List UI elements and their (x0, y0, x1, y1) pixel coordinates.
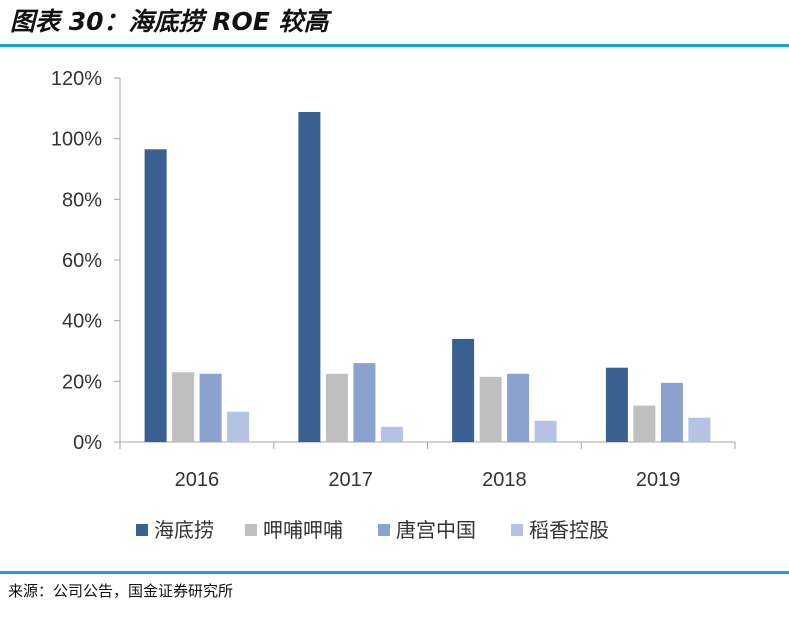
bar-0-1 (172, 372, 195, 442)
legend-swatch (245, 524, 257, 536)
bars (144, 112, 711, 443)
x-tick-label: 2017 (328, 469, 373, 491)
bar-2-0 (452, 338, 475, 442)
bar-3-1 (633, 405, 656, 442)
bar-1-3 (380, 426, 403, 442)
y-tick-label: 20% (62, 371, 102, 393)
y-tick-label: 120% (51, 68, 102, 90)
x-tick-label: 2019 (636, 469, 681, 491)
bar-2-1 (479, 376, 502, 442)
roe-bar-chart: 2016 2017 2018 2019 0%20%40%60%80%100%120% … (51, 68, 736, 542)
y-tick-label: 100% (51, 129, 102, 151)
y-tick-label: 40% (62, 311, 102, 333)
legend-label: 呷哺呷哺 (263, 518, 343, 542)
bar-3-3 (688, 417, 711, 442)
bar-0-0 (144, 149, 167, 443)
x-tick-label: 2018 (482, 469, 527, 491)
legend-swatch (136, 524, 148, 536)
y-tick-labels: 0% 20% 40% 60% 80% 100% 120% (51, 68, 102, 454)
bar-0-2 (199, 373, 222, 443)
legend-swatch (511, 524, 523, 536)
x-tick-label: 2016 (175, 469, 220, 491)
y-tick-label: 0% (73, 432, 102, 454)
source-rule (0, 571, 789, 574)
legend: 海底捞 呷哺呷哺 唐宫中国 稻香控股 (136, 518, 609, 542)
legend-swatch (378, 524, 390, 536)
y-tick-label: 80% (62, 189, 102, 211)
bar-1-0 (298, 112, 321, 442)
x-tick-labels: 2016 2017 2018 2019 (175, 469, 681, 491)
bar-3-2 (660, 382, 683, 442)
bar-2-3 (534, 420, 557, 442)
title-rule (0, 44, 789, 47)
bar-3-0 (605, 367, 628, 442)
bar-1-1 (325, 373, 348, 443)
y-tick-label: 60% (62, 250, 102, 272)
source-note: 来源：公司公告，国金证券研究所 (8, 582, 234, 600)
bar-0-3 (227, 411, 250, 442)
legend-label: 稻香控股 (529, 518, 609, 542)
bar-2-2 (507, 373, 530, 443)
figure-title: 图表 30：海底捞 ROE 较高 (10, 7, 329, 36)
legend-label: 海底捞 (154, 518, 214, 542)
bar-1-2 (353, 363, 376, 442)
axes (114, 77, 736, 449)
legend-label: 唐宫中国 (396, 518, 476, 542)
